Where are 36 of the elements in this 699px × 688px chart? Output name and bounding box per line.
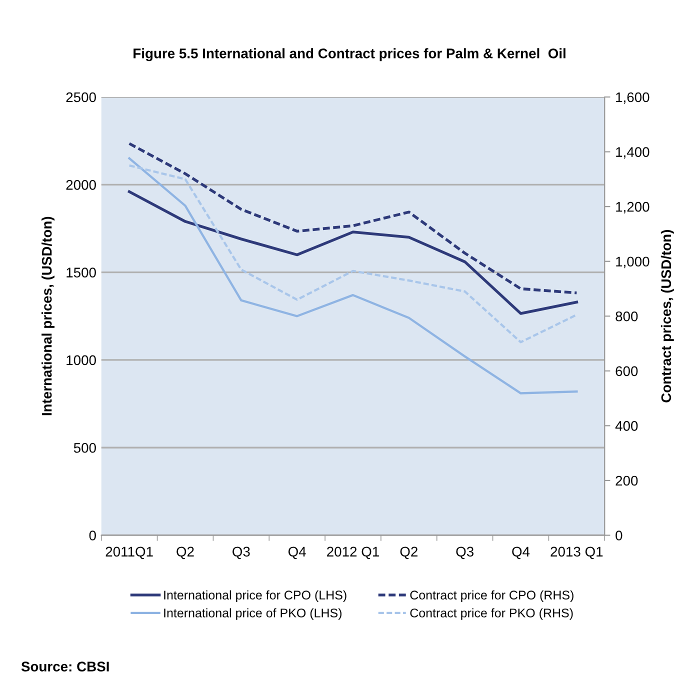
line-series: [128, 164, 578, 344]
chart-title: Figure 5.5 International and Contract prices for Palm & Kernel Oil: [134, 48, 566, 62]
y-tick-label: 500: [74, 442, 96, 453]
x-tick-label: Q3: [232, 546, 250, 560]
y2-tick-label: 1,400: [616, 147, 650, 159]
x-tick-label: Q2: [400, 546, 418, 560]
y-tick-label: 1500: [66, 268, 96, 278]
y-tick-label: 2500: [66, 92, 96, 102]
x-tick-label: Q2: [176, 546, 194, 560]
y2-tick-label: 800: [616, 311, 638, 322]
y2-tick-label: 1,600: [616, 92, 650, 104]
y2-tick-label: 1,200: [616, 202, 650, 214]
y-tick-label: 1000: [66, 355, 96, 366]
y2-tick-label: 400: [615, 421, 638, 431]
x-tick-label: 2011Q1: [106, 546, 153, 560]
x-tick-label: 2012 Q1: [327, 546, 379, 560]
x-tick-label: Q4: [288, 546, 306, 560]
line-series: [128, 190, 578, 315]
legend-label: International price for CPO (LHS): [164, 590, 346, 602]
y2-axis-title: Contract prices, (USD/ton): [660, 230, 674, 402]
x-tick-label: Q4: [512, 546, 530, 560]
line-series: [128, 142, 578, 294]
source-note: Source: CBSI: [21, 662, 109, 672]
y2-tick-label: 1,000: [616, 256, 650, 268]
y2-tick-label: 0: [616, 530, 622, 540]
y2-tick-label: 200: [616, 476, 638, 486]
y2-tick-label: 600: [616, 366, 638, 376]
y-tick-label: 0: [89, 530, 96, 540]
x-tick-label: 2013 Q1: [550, 546, 603, 560]
line-series: [128, 157, 578, 394]
legend-label: International price of PKO (LHS): [164, 608, 342, 620]
legend-label: Contract price for PKO (RHS): [410, 608, 573, 620]
y-axis-title: International prices, (USD/ton): [42, 216, 54, 416]
x-tick-label: Q3: [456, 546, 474, 560]
y-tick-label: 2000: [66, 180, 96, 190]
legend-label: Contract price for CPO (RHS): [410, 590, 574, 602]
